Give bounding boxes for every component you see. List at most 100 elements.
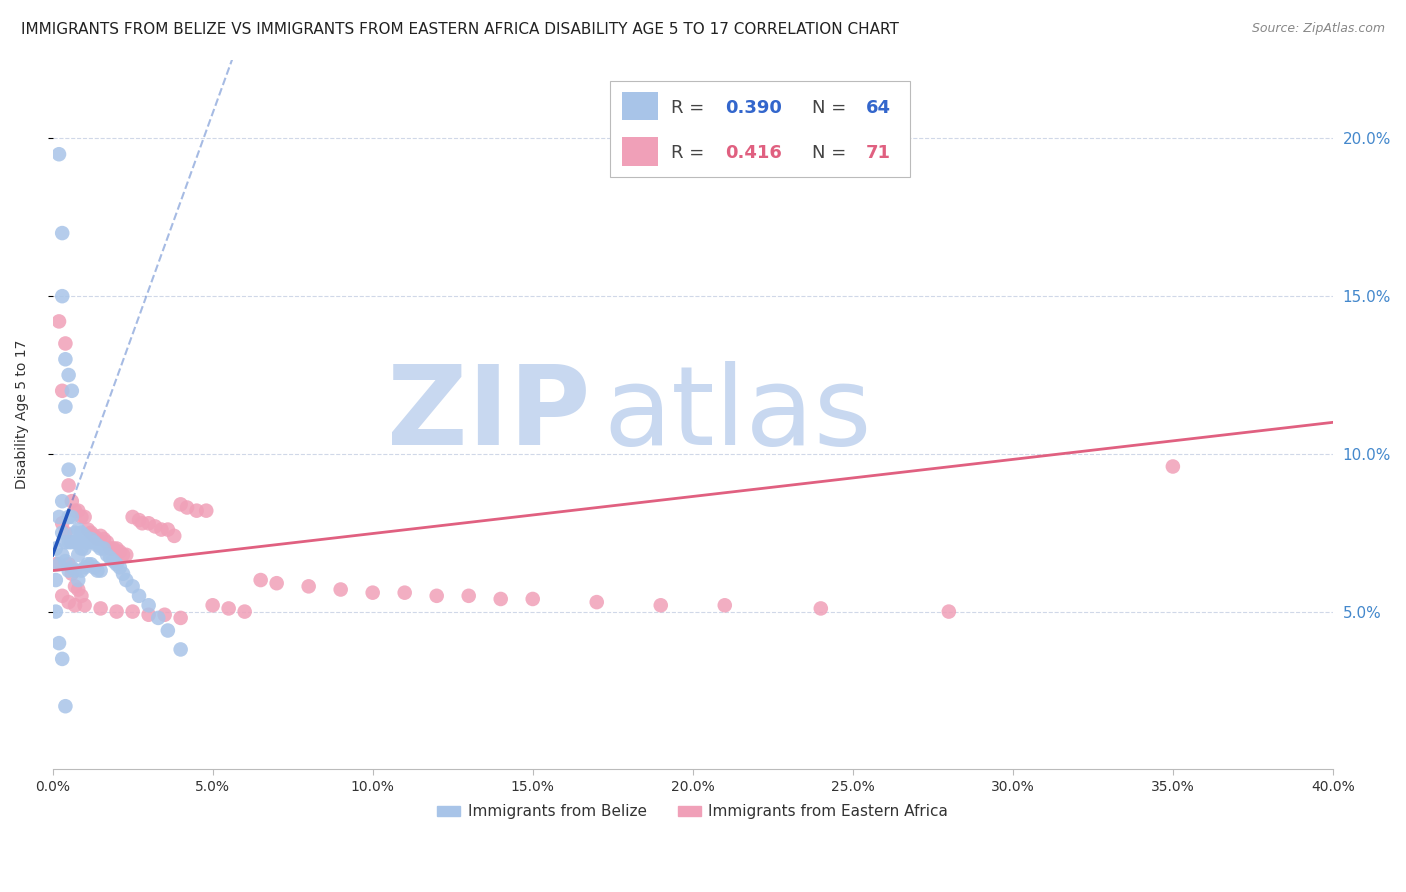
Point: [48, 558, 70, 572]
Point: [58, 478, 80, 492]
Point: [266, 576, 288, 591]
Point: [86, 564, 108, 578]
Point: [51, 384, 73, 398]
Point: [45, 558, 67, 572]
Point: [73, 560, 96, 574]
Point: [713, 599, 735, 613]
Point: [201, 599, 224, 613]
Point: [48, 314, 70, 328]
FancyBboxPatch shape: [610, 81, 911, 177]
Point: [63, 535, 86, 549]
Point: [67, 523, 90, 537]
Legend: Immigrants from Belize, Immigrants from Eastern Africa: Immigrants from Belize, Immigrants from …: [432, 798, 955, 825]
Point: [70, 564, 93, 578]
Point: [60, 560, 83, 574]
Point: [163, 529, 186, 543]
Point: [105, 605, 128, 619]
Point: [63, 599, 86, 613]
Point: [103, 541, 125, 556]
Point: [55, 400, 77, 414]
Point: [58, 535, 80, 549]
Point: [70, 589, 93, 603]
Point: [51, 516, 73, 531]
Point: [115, 548, 138, 562]
Point: [105, 558, 128, 572]
Text: N =: N =: [811, 144, 852, 161]
Point: [156, 624, 179, 638]
Point: [176, 500, 198, 515]
Point: [58, 595, 80, 609]
Point: [121, 579, 143, 593]
Point: [58, 510, 80, 524]
Point: [48, 147, 70, 161]
Point: [169, 611, 191, 625]
Point: [70, 541, 93, 556]
Point: [60, 384, 83, 398]
Point: [63, 503, 86, 517]
Point: [67, 573, 90, 587]
Point: [810, 601, 832, 615]
Point: [48, 510, 70, 524]
Point: [105, 541, 128, 556]
Point: [76, 558, 98, 572]
Point: [45, 605, 67, 619]
Text: IMMIGRANTS FROM BELIZE VS IMMIGRANTS FROM EASTERN AFRICA DISABILITY AGE 5 TO 17 : IMMIGRANTS FROM BELIZE VS IMMIGRANTS FRO…: [21, 22, 898, 37]
Point: [128, 513, 150, 527]
Y-axis label: Disability Age 5 to 17: Disability Age 5 to 17: [15, 340, 30, 489]
Point: [63, 564, 86, 578]
FancyBboxPatch shape: [623, 92, 658, 120]
Point: [115, 573, 138, 587]
Text: R =: R =: [671, 99, 710, 117]
Point: [51, 525, 73, 540]
Point: [1161, 459, 1184, 474]
Point: [58, 368, 80, 382]
Point: [131, 516, 153, 531]
Point: [361, 585, 384, 599]
Point: [60, 494, 83, 508]
Text: N =: N =: [811, 99, 852, 117]
Text: Source: ZipAtlas.com: Source: ZipAtlas.com: [1251, 22, 1385, 36]
Point: [60, 510, 83, 524]
Point: [138, 599, 160, 613]
Point: [138, 516, 160, 531]
Point: [51, 652, 73, 666]
Point: [63, 525, 86, 540]
Point: [73, 541, 96, 556]
Point: [90, 541, 112, 556]
Text: 0.390: 0.390: [724, 99, 782, 117]
Point: [90, 529, 112, 543]
Point: [80, 525, 103, 540]
Point: [67, 535, 90, 549]
Point: [169, 497, 191, 511]
Text: R =: R =: [671, 144, 710, 161]
Point: [58, 564, 80, 578]
Point: [45, 541, 67, 556]
Point: [195, 503, 218, 517]
Point: [98, 541, 121, 556]
Point: [76, 523, 98, 537]
FancyBboxPatch shape: [623, 137, 658, 166]
Point: [93, 541, 115, 556]
Point: [60, 535, 83, 549]
Point: [121, 605, 143, 619]
Point: [138, 607, 160, 622]
Point: [457, 589, 479, 603]
Point: [128, 589, 150, 603]
Point: [112, 566, 135, 581]
Text: 64: 64: [866, 99, 890, 117]
Point: [70, 525, 93, 540]
Point: [55, 554, 77, 568]
Point: [112, 548, 135, 562]
Point: [522, 591, 544, 606]
Point: [55, 336, 77, 351]
Point: [103, 554, 125, 568]
Point: [650, 599, 672, 613]
Point: [70, 510, 93, 524]
Point: [55, 699, 77, 714]
Point: [51, 226, 73, 240]
Point: [108, 544, 131, 558]
Point: [153, 607, 176, 622]
Point: [108, 560, 131, 574]
Text: 71: 71: [866, 144, 890, 161]
Text: 0.416: 0.416: [724, 144, 782, 161]
